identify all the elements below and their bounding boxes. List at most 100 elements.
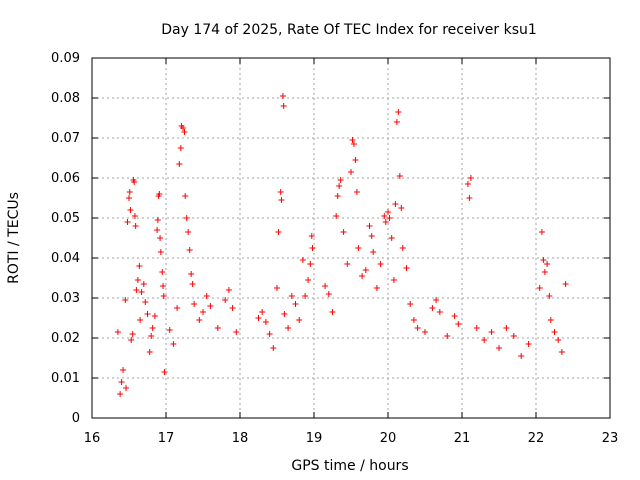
data-point	[488, 329, 495, 335]
data-point	[131, 179, 138, 185]
data-point	[156, 191, 163, 197]
data-point	[177, 145, 184, 151]
data-point	[182, 193, 189, 199]
data-point	[196, 317, 203, 323]
data-point	[481, 337, 488, 343]
data-point	[262, 319, 269, 325]
data-point	[546, 293, 553, 299]
data-point	[325, 291, 332, 297]
data-point	[466, 195, 473, 201]
y-tick-label: 0.08	[51, 91, 80, 106]
data-point	[183, 215, 190, 221]
plot-frame	[91, 57, 611, 419]
data-point	[299, 257, 306, 263]
data-point	[399, 245, 406, 251]
data-point	[157, 249, 164, 255]
data-point	[429, 305, 436, 311]
data-point	[340, 229, 347, 235]
data-point	[390, 277, 397, 283]
data-point	[154, 217, 161, 223]
data-point	[144, 311, 151, 317]
data-point	[270, 345, 277, 351]
data-point	[127, 207, 134, 213]
data-point	[329, 309, 336, 315]
data-point	[149, 325, 156, 331]
data-point	[309, 245, 316, 251]
data-point	[129, 331, 136, 337]
data-point	[274, 285, 280, 291]
data-point	[377, 261, 384, 267]
data-point	[551, 329, 558, 335]
data-point	[305, 277, 312, 283]
data-point	[203, 293, 210, 299]
data-point	[410, 317, 417, 323]
data-point	[348, 169, 354, 175]
y-axis-ticks: 0 0.01 0.02 0.03 0.04 0.05 0.06 0.07 0.08 0.09	[51, 51, 610, 426]
data-point	[558, 349, 565, 355]
data-point	[540, 257, 547, 263]
y-tick-label: 0.01	[51, 371, 80, 386]
grid-lines	[92, 58, 610, 418]
data-point	[161, 369, 168, 375]
data-point	[280, 103, 287, 109]
data-point	[189, 281, 196, 287]
data-point	[292, 301, 299, 307]
data-point	[555, 337, 562, 343]
x-tick-label: 21	[454, 431, 471, 446]
data-point	[275, 229, 282, 235]
y-tick-label: 0.07	[51, 131, 80, 146]
data-point	[176, 161, 183, 167]
data-point	[159, 269, 166, 275]
y-tick-label: 0.09	[51, 51, 80, 66]
data-point	[395, 109, 402, 115]
y-axis-title: ROTI / TECUs	[6, 192, 22, 284]
data-point	[381, 213, 388, 219]
data-point	[334, 193, 341, 199]
data-point	[186, 247, 193, 253]
data-point	[473, 325, 480, 331]
y-tick-label: 0.06	[51, 171, 80, 186]
data-point	[407, 301, 414, 307]
data-point	[536, 285, 543, 291]
data-point	[308, 233, 315, 239]
x-tick-label: 20	[380, 431, 397, 446]
data-point	[120, 367, 127, 373]
data-point	[382, 219, 389, 225]
data-point	[350, 141, 357, 147]
data-point	[444, 333, 451, 339]
data-point	[126, 189, 133, 195]
data-point	[181, 129, 188, 135]
data-point	[128, 337, 135, 343]
data-point	[366, 223, 373, 229]
x-tick-label: 16	[84, 431, 101, 446]
data-point	[114, 329, 121, 335]
data-point	[133, 287, 140, 293]
data-point	[277, 189, 284, 195]
data-point	[160, 293, 167, 299]
data-point	[353, 189, 360, 195]
data-point	[229, 305, 236, 311]
data-point	[386, 215, 393, 221]
data-point	[278, 197, 285, 203]
data-point	[392, 201, 399, 207]
data-point	[259, 309, 266, 315]
data-point	[349, 137, 356, 143]
data-point	[191, 301, 198, 307]
data-point	[333, 213, 340, 219]
data-point	[388, 235, 395, 241]
data-point	[157, 235, 164, 241]
data-point	[370, 249, 377, 255]
data-point	[151, 313, 158, 319]
data-point	[185, 229, 192, 235]
data-point	[285, 325, 292, 331]
x-axis-ticks: 16 17 18 19 20 21 22 23	[84, 58, 618, 446]
x-tick-label: 22	[528, 431, 545, 446]
data-point	[355, 245, 362, 251]
data-point	[170, 341, 177, 347]
data-point	[174, 305, 181, 311]
data-point	[562, 281, 569, 287]
data-point	[467, 175, 474, 181]
data-point	[547, 317, 554, 323]
data-point	[131, 213, 138, 219]
